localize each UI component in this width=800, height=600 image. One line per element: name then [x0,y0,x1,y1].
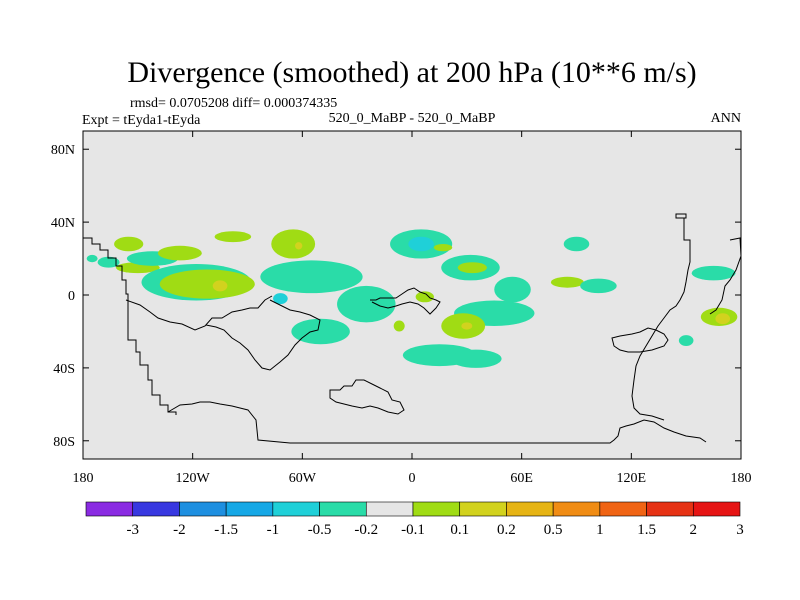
x-tick-label: 0 [409,471,416,486]
colorbar-swatch [179,501,227,517]
colorbar-swatch [692,501,741,517]
contour-region-neg_small [97,256,120,268]
colorbar-label: -0.1 [401,522,425,538]
y-tick-label: 40S [53,362,75,377]
case-label: 520_0_MaBP - 520_0_MaBP [329,111,496,126]
contour-region-pos_small [157,245,202,261]
contour-region-neg_med [273,293,288,305]
colorbar-swatch [412,501,461,517]
coastline-central-america [125,295,273,331]
coastline-antarctica [167,401,707,444]
y-tick-label: 80N [51,143,75,158]
x-tick-label: 60E [510,471,533,486]
contour-region-neg_small [691,265,736,281]
x-tick-label: 120W [176,471,211,486]
contour-region-pos_med [461,322,473,330]
chart-title: Divergence (smoothed) at 200 hPa (10**6 … [127,56,696,89]
colorbar-label: 1.5 [637,522,656,538]
y-tick-label: 0 [68,289,75,304]
colorbar-label: -0.5 [308,522,332,538]
x-tick-label: 60W [289,471,317,486]
coastline-island-south-atlantic [329,379,405,415]
coastline-south-america [205,299,321,371]
contour-region-neg_small [580,278,617,294]
colorbar-swatch [132,501,180,517]
colorbar-label: 0.2 [497,522,516,538]
colorbar-swatch [85,501,134,517]
axis-ticks: 180 120W 60W 0 60E 120E 180 80N 40N 0 40S 80S [51,131,752,486]
contour-region-neg_small [494,276,531,303]
colorbar-label: 3 [736,522,744,538]
colorbar-swatch [319,501,367,517]
contour-region-pos_med [295,242,303,250]
contour-region-pos_small [457,262,487,274]
season-label: ANN [711,111,741,126]
colorbar-label: -0.2 [354,522,378,538]
coastline-asia-east-islands [675,213,741,315]
contour-region-neg_small [337,285,396,323]
x-tick-label: 180 [73,471,94,486]
contour-region-pos_med [212,280,228,292]
colorbar-swatch [646,501,694,517]
y-tick-label: 40N [51,216,75,231]
colorbar-swatch [225,501,274,517]
colorbar-label: -2 [173,522,186,538]
coastline-layer [83,213,741,444]
contour-region-pos_small [271,229,316,259]
colorbar-label: 0.1 [450,522,469,538]
colorbar: -3 -2 -1.5 -1 -0.5 -0.2 -0.1 0.1 0.2 0.5 1 1.5 2 3 [85,501,744,538]
contour-fill-layer [86,229,738,368]
coastline-asia-east [631,217,691,421]
contour-region-neg_small [260,260,363,294]
contour-region-neg_med [408,236,434,252]
contour-region-pos_small [159,269,255,299]
contour-region-pos_small [415,291,434,303]
rmsd-diff-label: rmsd= 0.0705208 diff= 0.000374335 [130,96,337,111]
contour-region-pos_med [715,313,731,325]
x-tick-label: 180 [731,471,752,486]
colorbar-label: -1.5 [214,522,238,538]
colorbar-label: -1 [267,522,280,538]
experiment-label: Expt = tEyda1-tEyda [82,113,201,128]
contour-region-neg_small [678,335,694,347]
colorbar-swatch [272,501,320,517]
colorbar-swatch [552,501,601,517]
colorbar-swatch [599,501,647,517]
contour-region-neg_small [86,254,98,263]
colorbar-label: 0.5 [544,522,563,538]
contour-region-neg_small [563,236,590,252]
contour-region-neg_small [450,349,502,368]
contour-region-neg_small [291,318,350,345]
contour-region-pos_small [433,243,453,252]
x-tick-label: 120E [617,471,647,486]
coastline-africa [370,287,441,315]
y-tick-label: 80S [53,435,75,450]
contour-region-pos_small [393,320,405,332]
coastline-australia [611,327,669,353]
contour-region-pos_small [114,236,144,252]
colorbar-label: -3 [126,522,139,538]
colorbar-swatch [365,501,414,517]
colorbar-swatch [506,501,554,517]
colorbar-label: 2 [690,522,698,538]
coastline-americas-west [83,237,177,415]
colorbar-swatch [459,501,507,517]
contour-region-pos_small [214,231,252,243]
contour-region-pos_small [550,276,584,288]
colorbar-label: 1 [596,522,604,538]
